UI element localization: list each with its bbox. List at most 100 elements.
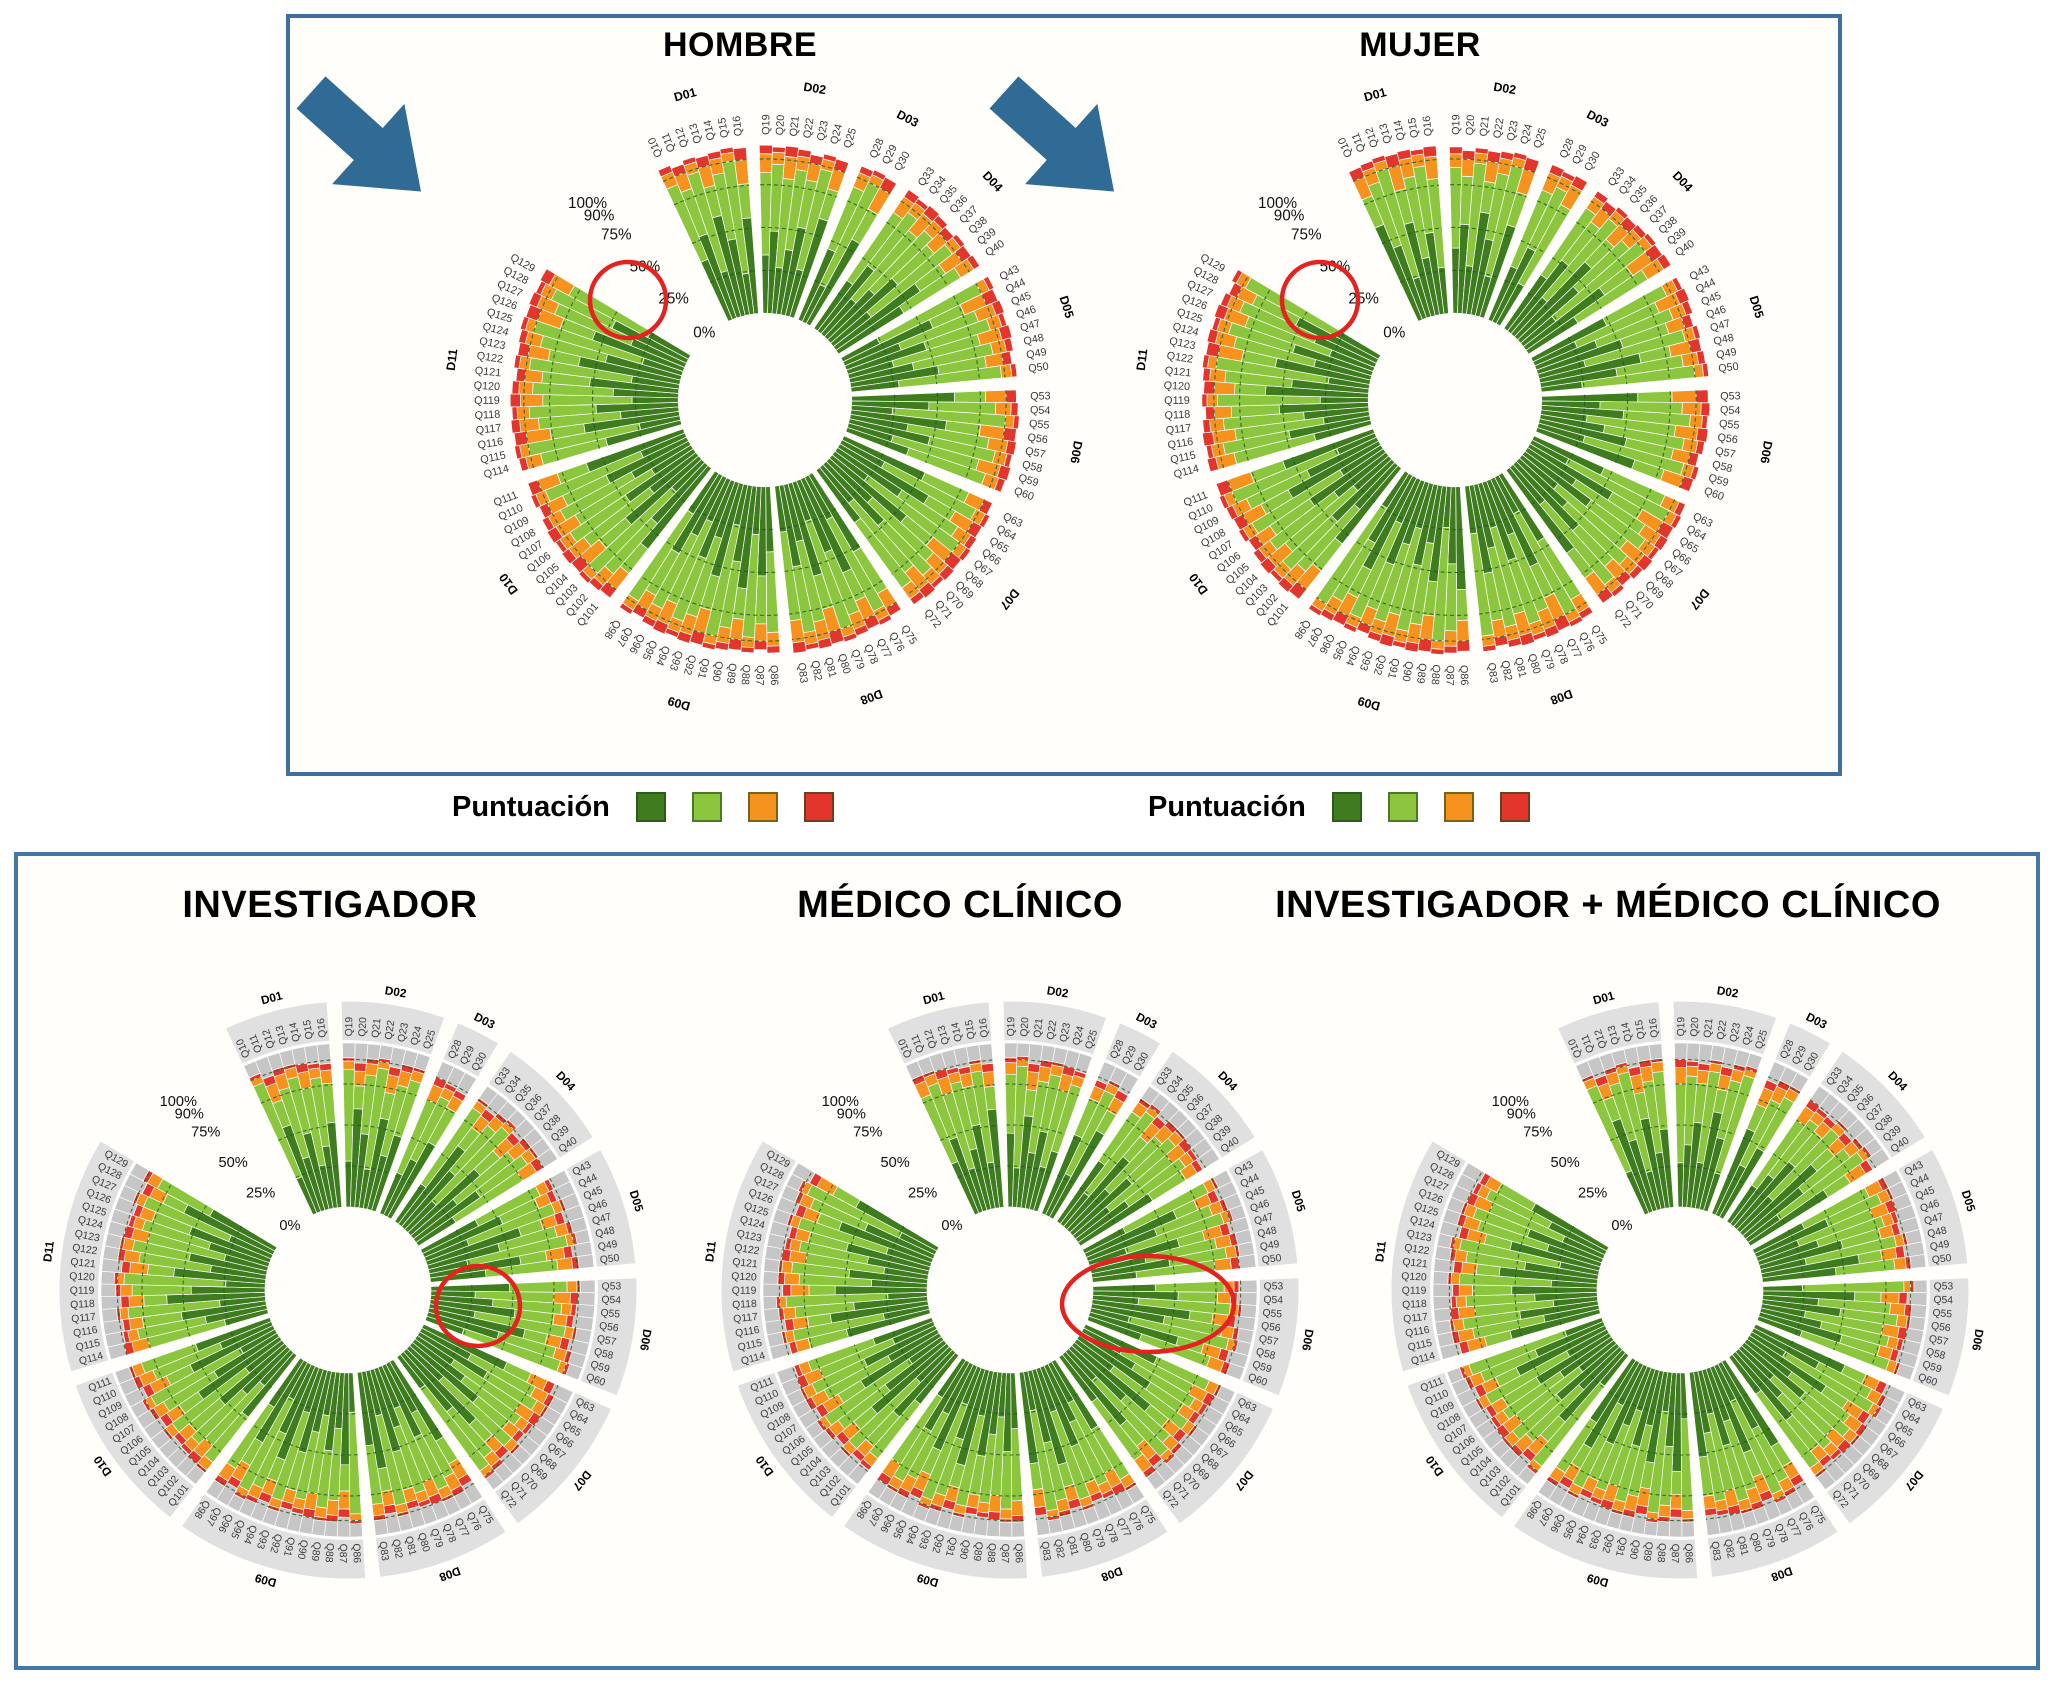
svg-text:Q81: Q81 <box>1512 656 1529 679</box>
svg-text:Q57: Q57 <box>1024 445 1046 461</box>
svg-text:Q91: Q91 <box>695 657 711 680</box>
svg-text:Q13: Q13 <box>1606 1024 1622 1046</box>
svg-text:75%: 75% <box>601 227 632 244</box>
svg-text:D11: D11 <box>703 1240 719 1263</box>
svg-text:Q89: Q89 <box>1414 662 1428 684</box>
svg-text:Q13: Q13 <box>274 1024 290 1046</box>
svg-text:Q114: Q114 <box>1172 463 1200 481</box>
svg-text:Q89: Q89 <box>724 662 738 684</box>
legend-label: Puntuación <box>1148 790 1306 823</box>
svg-text:Q47: Q47 <box>1923 1212 1945 1228</box>
svg-text:D10: D10 <box>91 1453 114 1478</box>
svg-text:Q89: Q89 <box>309 1541 322 1562</box>
svg-text:Q81: Q81 <box>402 1535 417 1557</box>
svg-text:D08: D08 <box>437 1564 462 1584</box>
svg-text:D07: D07 <box>570 1468 594 1493</box>
svg-text:D06: D06 <box>637 1328 653 1352</box>
svg-text:Q59: Q59 <box>1017 472 1040 489</box>
svg-text:D01: D01 <box>922 989 947 1007</box>
svg-text:Q88: Q88 <box>985 1543 997 1564</box>
svg-text:Q53: Q53 <box>1030 390 1051 402</box>
svg-text:Q86: Q86 <box>767 665 780 686</box>
svg-text:Q14: Q14 <box>288 1021 303 1043</box>
svg-text:Q48: Q48 <box>594 1225 616 1240</box>
svg-text:D11: D11 <box>444 348 461 372</box>
svg-text:D09: D09 <box>253 1571 278 1590</box>
svg-text:Q88: Q88 <box>1655 1543 1667 1564</box>
svg-text:75%: 75% <box>1523 1125 1552 1141</box>
svg-text:D06: D06 <box>1757 440 1775 465</box>
svg-text:Q24: Q24 <box>1518 123 1535 146</box>
svg-text:100%: 100% <box>1492 1094 1529 1110</box>
svg-text:Q58: Q58 <box>1925 1347 1947 1362</box>
svg-text:Q54: Q54 <box>1933 1295 1953 1307</box>
svg-text:Q20: Q20 <box>1464 114 1477 135</box>
svg-text:Q56: Q56 <box>1717 432 1739 447</box>
svg-text:Q122: Q122 <box>71 1243 98 1258</box>
svg-text:D10: D10 <box>1423 1453 1446 1478</box>
svg-text:Q53: Q53 <box>1264 1281 1284 1292</box>
svg-text:Q59: Q59 <box>1251 1359 1273 1375</box>
svg-text:Q21: Q21 <box>1478 115 1492 137</box>
svg-text:Q89: Q89 <box>1641 1541 1654 1562</box>
svg-text:Q22: Q22 <box>1715 1019 1729 1040</box>
svg-text:D05: D05 <box>627 1189 646 1214</box>
svg-text:Q59: Q59 <box>1921 1359 1943 1375</box>
svg-text:Q25: Q25 <box>1531 127 1549 150</box>
svg-text:D10: D10 <box>1186 570 1211 597</box>
svg-text:Q88: Q88 <box>1429 664 1442 685</box>
svg-text:Q90: Q90 <box>1399 660 1414 682</box>
legend-swatch <box>1331 792 1362 822</box>
svg-text:Q86: Q86 <box>350 1543 362 1563</box>
svg-text:Q49: Q49 <box>1715 346 1737 361</box>
svg-text:Q56: Q56 <box>598 1321 619 1335</box>
svg-text:Q116: Q116 <box>72 1325 98 1340</box>
svg-text:Q88: Q88 <box>323 1543 335 1564</box>
svg-text:D03: D03 <box>894 107 921 130</box>
svg-text:Q55: Q55 <box>1262 1308 1283 1321</box>
svg-text:Q92: Q92 <box>929 1532 945 1554</box>
svg-text:D05: D05 <box>1056 294 1076 320</box>
svg-text:Q54: Q54 <box>1263 1295 1283 1307</box>
svg-text:Q83: Q83 <box>1709 1541 1723 1562</box>
legend-swatch <box>1387 792 1418 822</box>
svg-text:90%: 90% <box>1274 208 1305 225</box>
radial-chart-investigador-medico-clinico: Q10 Q11 Q12 Q13 Q14 Q15 Q16 D01 Q19 Q20 Q21 Q22 Q23 Q… <box>1350 960 2010 1620</box>
svg-text:Q119: Q119 <box>1164 395 1190 407</box>
chart-title-investigador: INVESTIGADOR <box>182 884 478 926</box>
svg-text:Q24: Q24 <box>409 1025 425 1047</box>
svg-text:Q50: Q50 <box>1931 1253 1952 1266</box>
svg-text:Q19: Q19 <box>344 1017 355 1037</box>
svg-text:Q16: Q16 <box>1648 1017 1661 1038</box>
svg-text:Q81: Q81 <box>822 656 839 679</box>
svg-text:D02: D02 <box>384 984 408 1000</box>
svg-text:Q123: Q123 <box>1168 335 1196 352</box>
svg-text:100%: 100% <box>160 1094 197 1110</box>
svg-text:Q83: Q83 <box>377 1541 391 1562</box>
svg-text:D07: D07 <box>1902 1468 1926 1493</box>
svg-text:Q25: Q25 <box>841 127 859 150</box>
svg-text:D02: D02 <box>1493 80 1518 97</box>
svg-text:Q91: Q91 <box>1385 657 1401 680</box>
svg-text:D01: D01 <box>260 989 285 1007</box>
svg-text:25%: 25% <box>1348 290 1379 307</box>
svg-text:Q119: Q119 <box>1402 1286 1427 1297</box>
svg-text:Q117: Q117 <box>475 422 502 437</box>
legend-swatch <box>691 792 722 822</box>
svg-text:Q54: Q54 <box>1720 404 1741 417</box>
chart-title-medico-clinico: MÉDICO CLÍNICO <box>797 884 1123 926</box>
svg-text:Q123: Q123 <box>736 1229 763 1245</box>
svg-text:50%: 50% <box>881 1155 910 1171</box>
radial-chart-hombre: Q10 Q11 Q12 Q13 Q14 Q15 Q16 D01 Q19 Q20 Q21 Q22 Q23 Q… <box>420 55 1110 745</box>
score-legend-mujer: Puntuación <box>1148 790 1530 824</box>
svg-text:Q90: Q90 <box>957 1539 971 1560</box>
svg-text:Q16: Q16 <box>978 1017 991 1038</box>
svg-text:Q14: Q14 <box>950 1021 965 1043</box>
svg-text:Q54: Q54 <box>601 1295 621 1307</box>
svg-text:D10: D10 <box>753 1453 776 1478</box>
svg-text:Q86: Q86 <box>1682 1543 1694 1563</box>
svg-text:Q47: Q47 <box>591 1212 613 1228</box>
svg-text:Q118: Q118 <box>1402 1299 1427 1311</box>
legend-swatch <box>635 792 666 822</box>
svg-text:Q121: Q121 <box>70 1257 97 1271</box>
